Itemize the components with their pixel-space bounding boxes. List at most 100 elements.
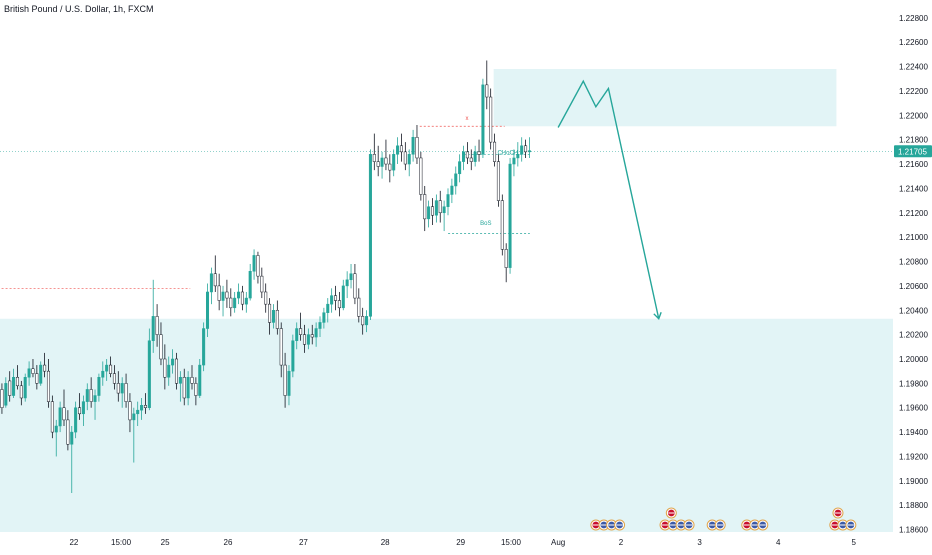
projection-path	[557, 79, 660, 319]
candle-body	[155, 316, 159, 335]
us-flag-icon	[606, 519, 618, 531]
us-flag-icon	[706, 519, 718, 531]
candle	[252, 249, 256, 280]
candle	[264, 283, 268, 313]
candle	[302, 324, 306, 353]
price-tick-label: 1.21800	[899, 136, 928, 145]
candle	[419, 151, 423, 201]
candle	[314, 322, 318, 347]
gb-flag-icon	[665, 507, 677, 519]
candle-body	[399, 145, 403, 153]
candle	[124, 373, 128, 408]
candle	[182, 368, 186, 406]
candle	[186, 371, 190, 406]
candle	[12, 368, 16, 398]
time-tick-label: 29	[456, 538, 465, 547]
candle-body	[415, 136, 419, 159]
candle-body	[35, 373, 39, 384]
candle-body	[481, 84, 485, 155]
events-layer	[590, 507, 857, 531]
price-tick-label: 1.20400	[899, 306, 928, 315]
candle-body	[407, 154, 411, 165]
candle-body	[89, 389, 93, 402]
annotation-label: x	[465, 116, 468, 122]
time-tick-label: 28	[381, 538, 390, 547]
candle-body	[334, 295, 338, 301]
candle-body	[260, 275, 264, 293]
candle	[202, 322, 206, 372]
candle-body	[376, 161, 380, 167]
candle-body	[496, 161, 500, 201]
candle-body	[365, 316, 369, 326]
candle	[469, 149, 473, 171]
candle	[19, 380, 23, 406]
candle-body	[93, 395, 97, 402]
candle	[128, 393, 132, 433]
candle-body	[233, 297, 237, 309]
price-tick-label: 1.19400	[899, 428, 928, 437]
price-tick-label: 1.21000	[899, 233, 928, 242]
candle	[477, 139, 481, 162]
candle	[372, 133, 376, 171]
candle-body	[473, 151, 477, 162]
candle-body	[357, 297, 361, 317]
candle-body	[396, 145, 400, 155]
candle	[516, 142, 520, 167]
candle-body	[465, 151, 469, 159]
price-axis[interactable]: 1.22800 1.22600 1.22400 1.22200 1.22000 1.218…	[894, 14, 932, 535]
time-tick-label: 15:00	[501, 538, 522, 547]
candle	[341, 279, 345, 311]
candle-body	[353, 273, 357, 299]
candle-body	[240, 291, 244, 305]
candle-body	[283, 364, 287, 396]
candle-body	[15, 377, 19, 387]
candle-body	[190, 377, 194, 384]
candle	[105, 358, 109, 381]
candle-body	[85, 389, 89, 402]
candle	[512, 149, 516, 177]
candle-body	[264, 291, 268, 305]
time-axis[interactable]: 22 15:00 25 26 27 28 29 15:00 Aug 2 3 4 5	[69, 538, 856, 547]
candle-body	[8, 380, 12, 396]
candle-body	[19, 385, 23, 399]
candle-body	[105, 364, 109, 372]
candle	[101, 361, 105, 386]
candle	[97, 373, 101, 402]
candle-body	[419, 157, 423, 195]
candle	[23, 373, 27, 402]
candle-body	[171, 358, 175, 366]
candle	[81, 395, 85, 426]
time-tick-label: 22	[69, 538, 78, 547]
gb-flag-icon	[829, 519, 841, 531]
candle	[345, 271, 349, 299]
candle-body	[147, 340, 151, 408]
candle-body	[159, 334, 163, 360]
candle	[330, 288, 334, 313]
candle-body	[450, 185, 454, 195]
candle-body	[442, 206, 446, 214]
candle	[132, 407, 136, 463]
candle-body	[140, 405, 144, 411]
candle-body	[248, 271, 252, 299]
candle-body	[39, 364, 43, 384]
candle-body	[361, 316, 365, 326]
candle	[399, 133, 403, 162]
candles-layer	[0, 60, 531, 494]
candle	[159, 322, 163, 366]
candle	[163, 344, 167, 390]
chart-title: British Pound / U.S. Dollar, 1h, FXCM	[4, 4, 154, 14]
candle-body	[341, 285, 345, 309]
candle-body	[524, 145, 528, 153]
candle-body	[151, 316, 155, 341]
candle	[43, 352, 47, 378]
candle	[93, 389, 97, 420]
candle-body	[477, 151, 481, 155]
candle	[240, 285, 244, 311]
candle-body	[217, 285, 221, 301]
price-tick-label: 1.20000	[899, 355, 928, 364]
candle	[485, 60, 489, 110]
candle-body	[112, 373, 116, 384]
candle	[458, 154, 462, 183]
